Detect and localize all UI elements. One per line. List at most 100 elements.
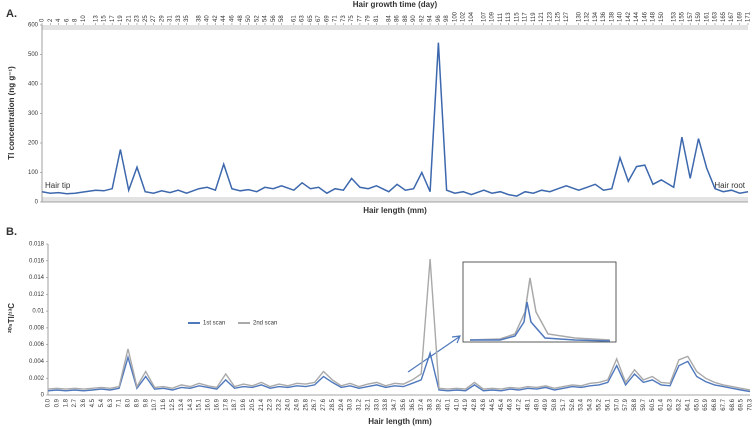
- x2-tick-label: 100: [452, 11, 458, 22]
- x2-tick-label: 6: [64, 18, 70, 22]
- y-tick-label: 300: [28, 111, 39, 117]
- x-axis-title: Hair length (mm): [368, 417, 432, 426]
- x2-tick-label: 15: [102, 15, 108, 22]
- x2-tick-label: 130: [576, 11, 582, 22]
- x2-tick-label: 117: [523, 12, 529, 22]
- x-tick-label: 57.9: [623, 398, 629, 410]
- x-tick-label: 44.5: [490, 398, 496, 410]
- x-tick-label: 3.6: [81, 398, 87, 407]
- x2-tick-label: 58: [279, 15, 285, 22]
- y-tick-label: 500: [28, 52, 39, 58]
- x-tick-label: 32.1: [365, 398, 371, 410]
- x2-tick-label: 23: [135, 15, 141, 22]
- inset-arrow: [407, 335, 461, 373]
- inset-curve: [469, 277, 611, 341]
- x-tick-label: 25.8: [303, 398, 309, 410]
- x-tick-label: 57.0: [614, 398, 620, 410]
- x-tick-label: 51.7: [561, 398, 567, 410]
- x-tick-label: 21.4: [259, 398, 265, 410]
- x2-tick-label: 150: [659, 11, 665, 22]
- x-tick-label: 38.3: [428, 398, 434, 410]
- data-line: [47, 259, 751, 391]
- x-tick-label: 54.3: [588, 398, 594, 410]
- x2-tick-label: 96: [436, 15, 442, 22]
- x2-tick-label: 102: [461, 11, 467, 22]
- annotation: Hair root: [714, 181, 745, 190]
- x-tick-label: 16.9: [214, 398, 220, 410]
- x-tick-label: 10.7: [152, 398, 158, 410]
- y-tick-label: 100: [28, 170, 39, 176]
- x-tick-label: 30.3: [348, 398, 354, 410]
- y-tick-label: 0.014: [29, 275, 45, 281]
- x-tick-label: 43.6: [481, 398, 487, 410]
- x2-tick-label: 33: [176, 15, 182, 22]
- x-tick-label: 66.8: [712, 398, 718, 410]
- x2-tick-label: 65: [308, 15, 314, 22]
- x-tick-label: 27.6: [321, 398, 327, 410]
- x2-tick-label: 38: [196, 15, 202, 22]
- x-tick-label: 58.8: [632, 398, 638, 410]
- x2-tick-label: 125: [556, 11, 562, 22]
- x-tick-label: 55.2: [597, 398, 603, 410]
- x-tick-label: 29.4: [339, 398, 345, 410]
- x-tick-label: 19.6: [241, 398, 247, 410]
- x2-tick-label: 19: [118, 15, 124, 22]
- x2-tick-label: 140: [618, 11, 624, 22]
- x2-tick-label: 56: [271, 15, 277, 22]
- y-axis-title: ²⁰⁵Tl/¹³C: [7, 303, 16, 333]
- x2-tick-label: 40: [205, 15, 211, 22]
- x2-tick-label: 109: [490, 11, 496, 22]
- x-tick-label: 18.7: [232, 398, 238, 410]
- x-tick-label: 50.8: [552, 398, 558, 410]
- x2-tick-label: 61: [291, 15, 297, 22]
- x-tick-label: 52.6: [570, 398, 576, 410]
- x-tick-label: 35.6: [401, 398, 407, 410]
- x-tick-label: 40.1: [445, 398, 451, 410]
- x-tick-label: 48.1: [525, 398, 531, 410]
- panel-label: A.: [6, 8, 17, 20]
- legend-label: 1st scan: [203, 321, 225, 327]
- x2-tick-label: 77: [357, 15, 363, 22]
- x-tick-label: 47.2: [517, 398, 523, 410]
- plot-band: [42, 197, 748, 202]
- x-tick-label: 65.9: [703, 398, 709, 410]
- x2-tick-label: 67: [316, 15, 322, 22]
- x2-tick-label: 46: [229, 15, 235, 22]
- x2-tick-label: 44: [221, 15, 227, 22]
- x-tick-label: 17.8: [223, 398, 229, 410]
- x2-tick-label: 2: [48, 18, 54, 22]
- x2-tick-label: 50: [246, 15, 252, 22]
- y-tick-label: 0.01: [32, 309, 44, 315]
- x-tick-label: 60.5: [650, 398, 656, 410]
- x2-tick-label: 13: [93, 15, 99, 22]
- x2-tick-label: 90: [411, 15, 417, 22]
- x-tick-label: 24.9: [294, 398, 300, 410]
- x-tick-label: 23.2: [277, 398, 283, 410]
- y-axis-title: Tl concentration (ng g⁻¹): [7, 66, 16, 160]
- x-tick-label: 62.3: [668, 398, 674, 410]
- x2-tick-label: 79: [366, 15, 372, 22]
- x2-tick-label: 94: [428, 15, 434, 22]
- x-tick-label: 67.7: [721, 398, 727, 410]
- x-tick-label: 33.0: [374, 398, 380, 410]
- x-tick-label: 31.2: [357, 398, 363, 410]
- x-tick-label: 20.5: [250, 398, 256, 410]
- x2-tick-label: 8: [73, 18, 79, 22]
- x2-tick-label: 153: [671, 11, 677, 22]
- x-tick-label: 5.4: [99, 398, 105, 407]
- x2-tick-label: 63: [300, 15, 306, 22]
- x-tick-label: 63.2: [676, 398, 682, 410]
- x-tick-label: 15.1: [197, 398, 203, 410]
- x2-tick-label: 104: [469, 11, 475, 22]
- x2-tick-label: 81: [374, 15, 380, 22]
- x-tick-label: 1.8: [63, 398, 69, 407]
- x-tick-label: 28.5: [330, 398, 336, 410]
- annotation: Hair tip: [45, 181, 71, 190]
- x2-tick-label: 4: [56, 18, 62, 22]
- x-tick-label: 42.8: [472, 398, 478, 410]
- x-tick-label: 56.1: [605, 398, 611, 410]
- x-tick-label: 0.0: [46, 398, 52, 407]
- x2-tick-label: 71: [333, 15, 339, 22]
- x2-tick-label: 29: [159, 15, 165, 22]
- x-tick-label: 70.3: [748, 398, 754, 410]
